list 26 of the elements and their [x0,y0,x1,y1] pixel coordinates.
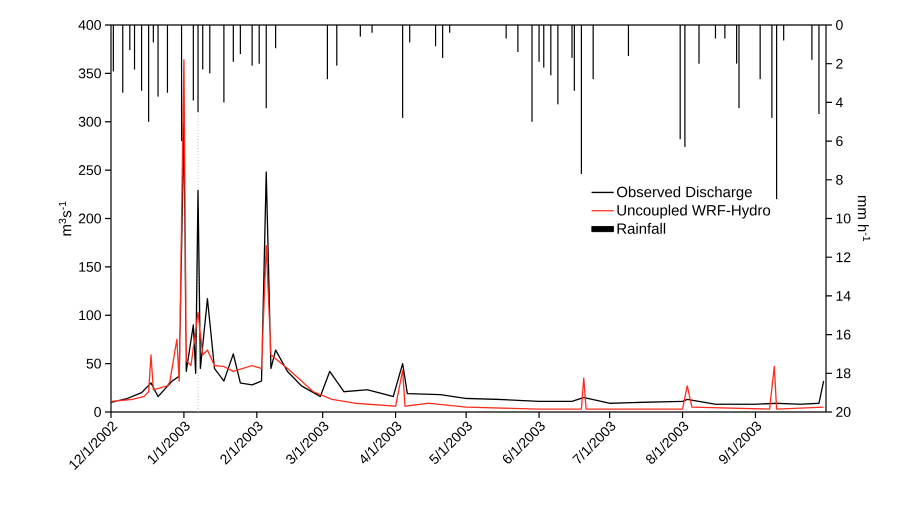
y-tick-label: 200 [78,214,101,224]
y2-tick-label: 18 [836,368,850,378]
y-tick-label: 350 [78,68,101,78]
legend-label: Uncoupled WRF-Hydro [617,204,770,219]
y2-tick-label: 20 [836,407,851,417]
y-tick-label: 400 [78,20,101,30]
legend-label: Observed Discharge [617,186,752,200]
y-tick-label: 150 [79,262,101,272]
y-tick-label: 300 [78,116,101,127]
y-axis-title: m$^{3}$s$^{-1}$ [58,202,72,236]
legend-label: Rainfall [618,222,666,234]
y2-tick-label: 8 [836,174,843,185]
y2-tick-label: 6 [836,136,843,146]
y-tick-label: 50 [86,358,101,369]
y-tick-label: 250 [78,165,101,176]
y-tick-label: 100 [79,310,101,320]
y2-tick-label: 4 [836,98,843,108]
y2-tick-label: 14 [836,291,851,301]
y-tick-label: 0 [94,407,101,417]
y2-tick-label: 16 [836,330,850,340]
y2-tick-label: 10 [836,214,851,224]
y2-tick-label: 2 [836,58,843,69]
y2-axis-title: mm h$^{-1}$ [858,196,870,242]
y2-tick-label: 0 [836,20,843,30]
line-series [110,59,824,410]
y2-tick-label: 12 [836,252,850,262]
